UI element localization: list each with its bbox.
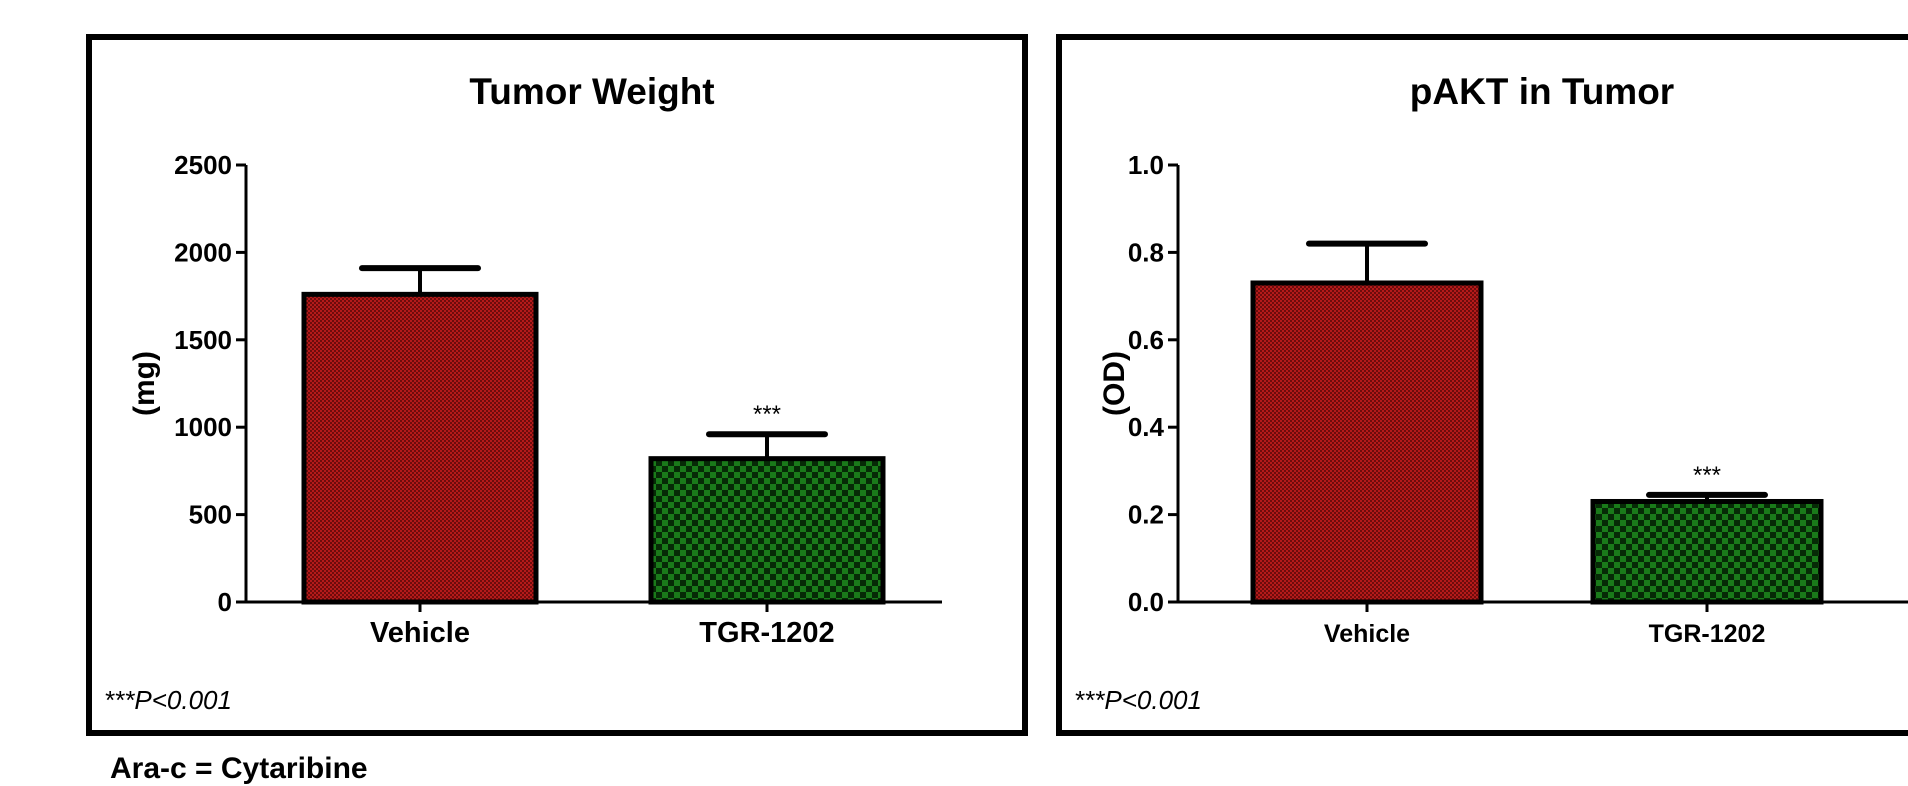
y-tick-label: 0.4 [1128,412,1165,442]
bar-tgr-1202 [648,456,886,605]
y-tick-label: 0.6 [1128,325,1164,355]
x-tick-label: TGR-1202 [1649,620,1766,648]
y-tick-label: 2000 [174,237,232,267]
y-axis-label: (mg) [128,351,161,416]
pakt-tumor-chart: pAKT in Tumor (OD) 0.0 0.2 0.4 0.6 0.8 1.0 Vehic… [1098,71,1908,648]
bar-tgr-1202 [1590,498,1824,605]
significance-footnote: ***P<0.001 [104,685,232,715]
y-axis-label: (OD) [1098,351,1131,416]
y-tick-label: 1500 [174,325,232,355]
y-tick-label: 0 [218,587,232,617]
significance-marker: *** [753,401,781,428]
pakt-tumor-panel: pAKT in Tumor (OD) 0.0 0.2 0.4 0.6 0.8 1.0 Vehic… [1056,34,1908,736]
x-tick-label: Vehicle [1324,620,1410,648]
bar-vehicle [1250,280,1484,605]
bar-vehicle [301,291,539,605]
tumor-weight-chart: Tumor Weight (mg) 0 500 1000 1500 2000 2500 Vehi… [128,71,942,649]
chart-title: pAKT in Tumor [1410,71,1674,112]
y-tick-label: 0.8 [1128,237,1164,267]
tumor-weight-panel: Tumor Weight (mg) 0 500 1000 1500 2000 2500 Vehi… [86,34,1028,736]
x-tick-label: TGR-1202 [699,617,834,649]
x-tick-label: Vehicle [370,617,470,649]
y-tick-label: 1000 [174,412,232,442]
y-tick-label: 500 [189,500,232,530]
y-tick-label: 2500 [174,150,232,180]
y-tick-label: 0.2 [1128,500,1164,530]
significance-marker: *** [1693,462,1721,489]
y-tick-label: 0.0 [1128,587,1164,617]
significance-footnote: ***P<0.001 [1074,685,1202,715]
y-tick-label: 1.0 [1128,150,1164,180]
chart-title: Tumor Weight [469,71,714,112]
abbreviation-note: Ara-c = Cytaribine [110,752,368,785]
